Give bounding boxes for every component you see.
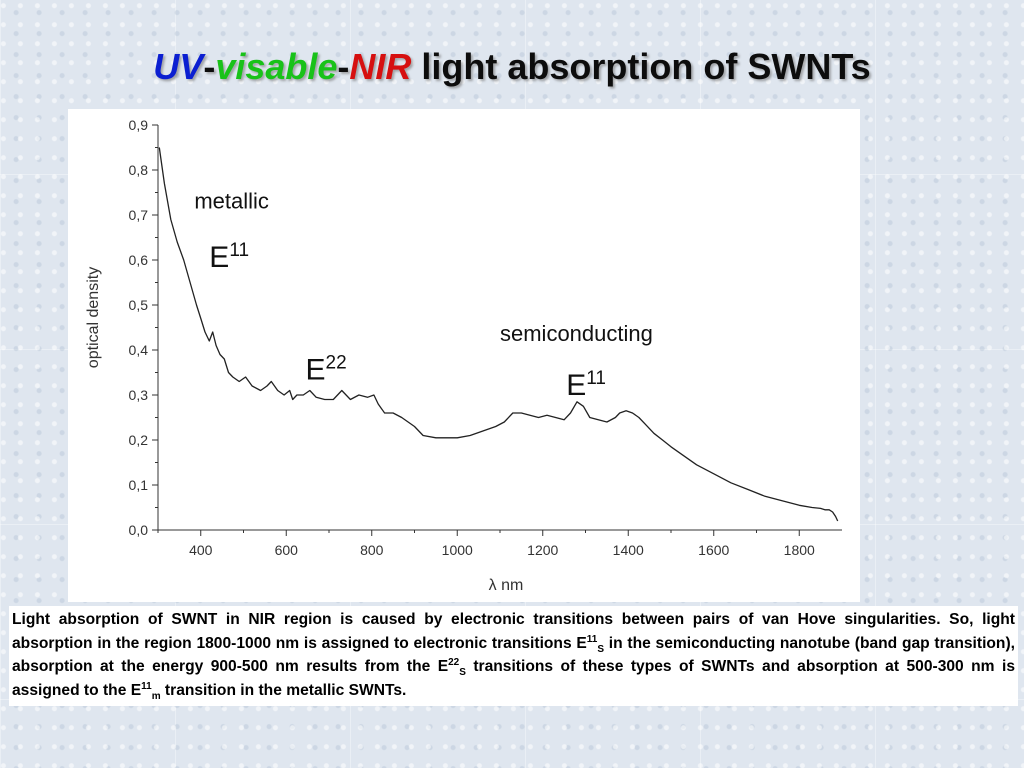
x-tick-label: 600 (275, 542, 299, 558)
absorption-curve (158, 147, 839, 522)
region-label: metallic (194, 188, 269, 213)
desc-sup-3: 11 (141, 680, 152, 692)
desc-sub-3: m (151, 690, 161, 702)
title-nir: NIR (349, 46, 412, 87)
annotation-text: metallic (194, 188, 269, 213)
annotation-superscript: 11 (229, 240, 249, 261)
y-tick-label: 0,0 (129, 522, 149, 538)
desc-part-2: in the semiconducting nanotube (band gap… (12, 634, 1015, 676)
absorption-chart: 0,0 0,1 0,2 0,3 0,4 0,5 0,6 0,7 0,8 0,9 400 600 800 1… (85, 117, 842, 594)
x-tick-label: 800 (360, 542, 384, 558)
transition-label: E11 (209, 240, 249, 274)
desc-part-1: Light absorption of SWNT in NIR region i… (12, 611, 1015, 652)
desc-sub-2: S (459, 667, 466, 679)
desc-sup-1: 11 (586, 633, 598, 645)
region-label: semiconducting (500, 321, 653, 346)
x-axis-label: λ nm (489, 577, 524, 594)
annotation-text: E (209, 241, 229, 274)
y-tick-label: 0,6 (129, 252, 149, 268)
transition-label: E11 (566, 368, 606, 402)
y-tick-label: 0,7 (129, 207, 149, 223)
x-tick-label: 1000 (442, 542, 473, 558)
desc-part-4: transition in the metallic SWNTs. (160, 681, 407, 699)
annotation-superscript: 22 (326, 352, 347, 373)
y-tick-label: 0,8 (129, 162, 149, 178)
annotation-text: semiconducting (500, 321, 653, 346)
x-tick-label: 1200 (527, 542, 558, 558)
chart-panel: 0,0 0,1 0,2 0,3 0,4 0,5 0,6 0,7 0,8 0,9 400 600 800 1… (68, 109, 860, 602)
y-axis-label: optical density (85, 267, 102, 368)
title-rest: light absorption of SWNTs (411, 46, 871, 87)
y-tick-label: 0,9 (129, 117, 149, 133)
annotation-text: E (305, 353, 325, 386)
x-tick-label: 1800 (784, 542, 815, 558)
x-tick-label: 1600 (698, 542, 729, 558)
title-uv: UV (153, 46, 204, 87)
transition-label: E22 (305, 352, 346, 386)
slide-title: UV-visable-NIR light absorption of SWNTs (0, 46, 1024, 88)
y-tick-label: 0,3 (129, 387, 149, 403)
desc-part-3: transitions of these types of SWNTs and … (12, 658, 1015, 699)
y-tick-label: 0,2 (129, 432, 149, 448)
annotation-superscript: 11 (586, 368, 606, 389)
x-tick-label: 400 (189, 542, 213, 558)
desc-sup-2: 22 (448, 657, 460, 668)
title-dash-1: - (203, 46, 216, 87)
x-tick-label: 1400 (613, 542, 644, 558)
title-visable: visable (215, 46, 338, 87)
title-dash-2: - (337, 46, 350, 87)
description-text: Light absorption of SWNT in NIR region i… (9, 606, 1018, 707)
desc-sub-1: S (597, 643, 605, 655)
annotation-text: E (566, 369, 586, 402)
y-tick-label: 0,5 (129, 297, 149, 313)
y-tick-label: 0,4 (129, 342, 149, 358)
y-tick-label: 0,1 (129, 477, 149, 493)
